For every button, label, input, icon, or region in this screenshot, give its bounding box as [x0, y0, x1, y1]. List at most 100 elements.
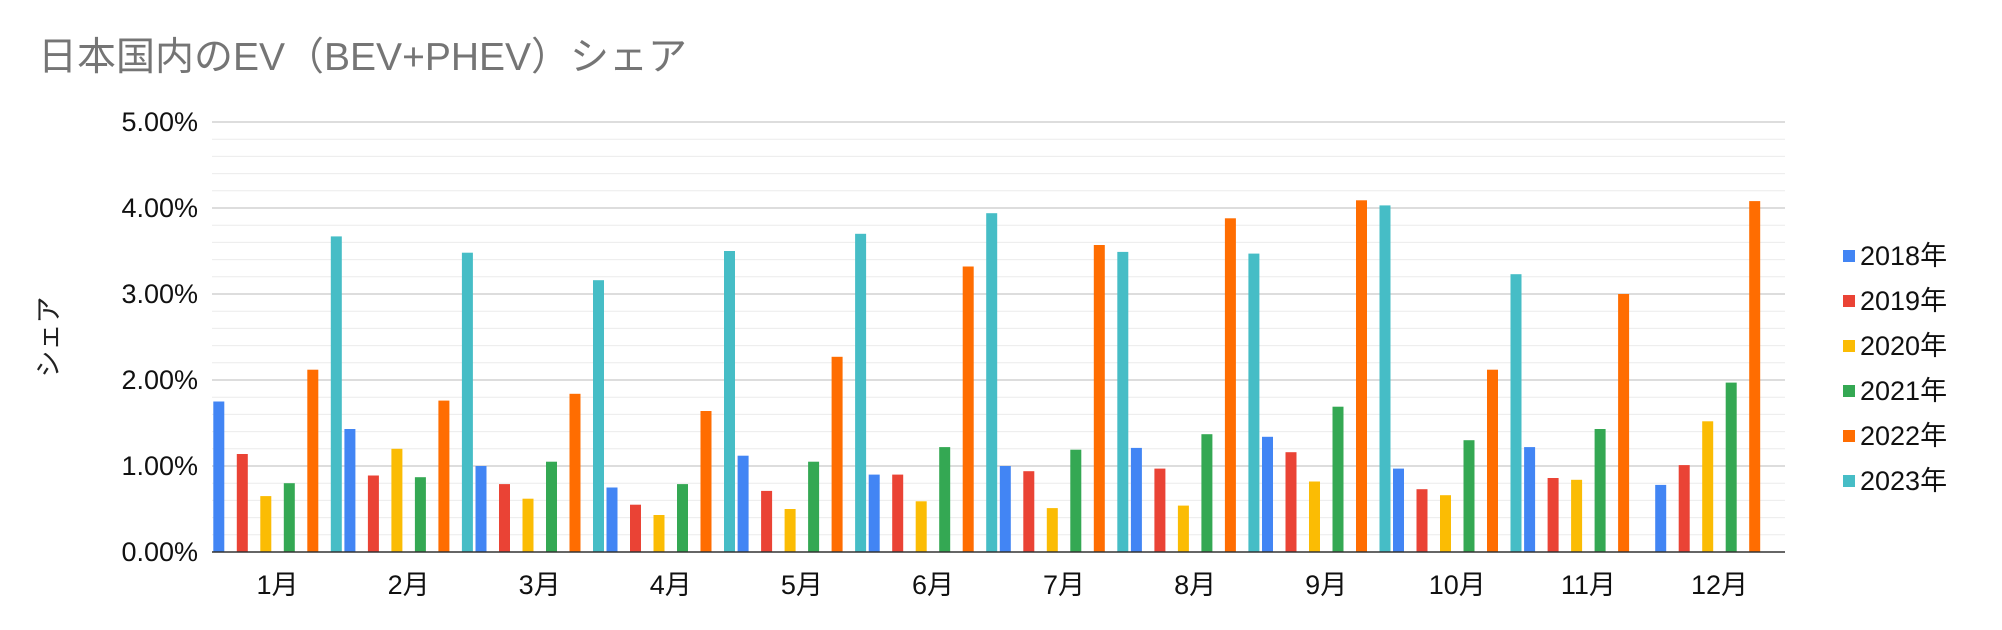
bar	[1046, 508, 1058, 552]
bar	[1618, 294, 1630, 552]
bar	[892, 474, 904, 552]
bar	[344, 429, 356, 552]
bar	[831, 356, 843, 552]
gridlines	[212, 121, 1785, 536]
bar	[1510, 274, 1522, 552]
bar	[1655, 484, 1667, 552]
x-tick-label: 11月	[1561, 570, 1616, 600]
bar	[1702, 421, 1714, 552]
y-tick-label: 1.00%	[121, 451, 198, 481]
bar	[1177, 505, 1189, 552]
bar	[808, 461, 820, 552]
y-tick-label: 0.00%	[121, 537, 198, 567]
x-tick-label: 9月	[1305, 570, 1347, 600]
legend: 2018年 2019年 2020年 2021年 2022年 2023年	[1843, 241, 1947, 496]
x-tick-label: 7月	[1043, 570, 1085, 600]
bar	[630, 504, 641, 552]
bar	[1393, 468, 1404, 552]
bar	[1571, 479, 1583, 552]
bar	[236, 454, 248, 552]
bar	[391, 448, 403, 552]
bar	[1262, 436, 1273, 552]
bar	[653, 515, 665, 552]
y-tick-label: 2.00%	[121, 365, 198, 395]
y-axis-label: シェア	[34, 297, 64, 378]
bar	[939, 447, 951, 552]
bar	[1356, 200, 1367, 553]
x-tick-label: 4月	[650, 570, 692, 600]
bar	[1594, 429, 1606, 552]
bar	[1487, 369, 1498, 552]
bar	[569, 393, 581, 552]
bar	[1416, 489, 1428, 552]
bar	[1725, 382, 1737, 552]
legend-swatch	[1843, 475, 1855, 487]
bar	[761, 490, 773, 552]
axes: 0.00% 1.00% 2.00% 3.00% 4.00% 5.00% 1月 2月 3月 4月 5月…	[121, 107, 1785, 600]
bar	[1547, 478, 1559, 552]
bar	[546, 461, 557, 552]
bar	[1285, 452, 1297, 552]
bar	[330, 236, 342, 552]
bar	[1023, 471, 1035, 552]
bar	[283, 483, 295, 552]
bar	[1379, 205, 1391, 552]
bar	[367, 475, 379, 552]
bar	[1309, 481, 1320, 552]
x-tick-label: 5月	[781, 570, 823, 600]
bar	[475, 466, 487, 552]
legend-swatch	[1843, 340, 1855, 352]
legend-label: 2023年	[1860, 466, 1947, 496]
bar	[700, 411, 712, 552]
legend-label: 2019年	[1860, 286, 1947, 316]
legend-swatch	[1843, 250, 1855, 262]
bar	[593, 280, 604, 552]
x-tick-label: 3月	[519, 570, 561, 600]
bar	[1248, 253, 1260, 552]
x-tick-label: 6月	[912, 570, 954, 600]
y-tick-label: 5.00%	[121, 107, 198, 137]
bar	[1117, 251, 1129, 552]
bar	[1749, 201, 1761, 552]
bar	[986, 213, 998, 552]
legend-label: 2022年	[1860, 421, 1947, 451]
bar	[461, 252, 473, 552]
legend-label: 2018年	[1860, 241, 1947, 271]
bar	[737, 455, 749, 552]
x-tick-label: 10月	[1429, 570, 1486, 600]
bar	[1440, 495, 1451, 552]
bar	[1154, 468, 1166, 552]
legend-swatch	[1843, 385, 1855, 397]
bar	[414, 477, 426, 552]
chart-title: 日本国内のEV（BEV+PHEV）シェア	[38, 36, 687, 79]
bar	[1332, 406, 1344, 552]
x-tick-label: 1月	[256, 570, 298, 600]
bar	[606, 487, 618, 552]
legend-swatch	[1843, 295, 1855, 307]
bar	[1070, 449, 1082, 552]
bar	[260, 496, 272, 552]
bar	[1093, 245, 1105, 552]
bar	[213, 401, 225, 552]
x-tick-label: 8月	[1174, 570, 1216, 600]
bar	[724, 251, 735, 552]
bar	[999, 466, 1011, 552]
bar	[1201, 434, 1213, 552]
bar	[499, 484, 510, 552]
bar	[855, 233, 867, 553]
bar	[915, 501, 927, 552]
legend-swatch	[1843, 430, 1855, 442]
bar	[1130, 447, 1142, 552]
bar	[784, 509, 796, 552]
bar	[962, 266, 974, 552]
bar	[677, 484, 688, 552]
y-tick-label: 4.00%	[121, 193, 198, 223]
x-tick-label: 12月	[1691, 570, 1748, 600]
bar	[1678, 465, 1690, 552]
bar	[1224, 218, 1236, 553]
bar	[438, 400, 450, 552]
legend-label: 2021年	[1860, 376, 1947, 406]
bar	[1524, 447, 1536, 552]
